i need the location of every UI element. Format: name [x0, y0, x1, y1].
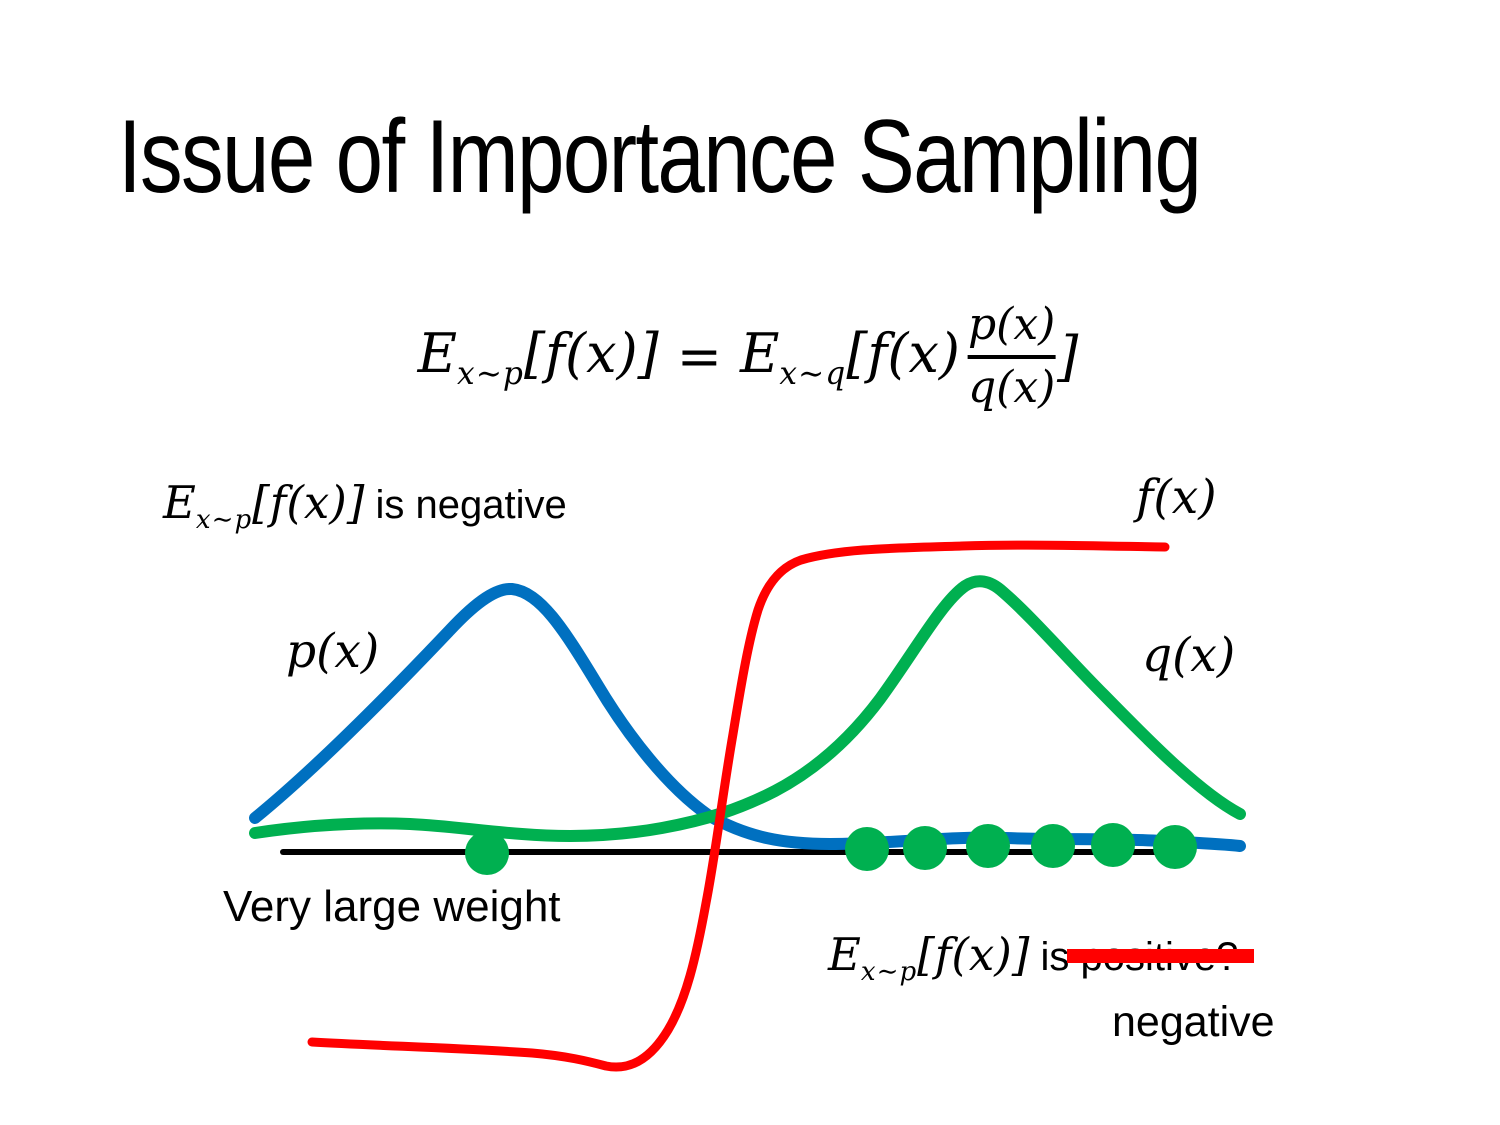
p-distribution-curve — [249, 582, 1246, 852]
sample-dot — [903, 826, 947, 870]
sample-dot — [845, 827, 889, 871]
p-curve-label: p(x) — [286, 624, 380, 679]
expectation-positive-note: Ex∼p[f(x)] is positive? — [828, 928, 1255, 987]
expectation-math: Ex∼p[f(x)] — [828, 928, 1030, 987]
sample-dot — [465, 831, 509, 875]
importance-weight-fraction: p(x) q(x) — [967, 299, 1056, 413]
red-strikethrough — [1066, 948, 1255, 963]
negative-text: is negative — [364, 483, 567, 527]
struck-word: positive? — [1066, 935, 1255, 980]
expectation-negative-note: Ex∼p[f(x)] is negative — [163, 476, 567, 535]
formula-lhs: Ex∼p[f(x)] — [417, 321, 659, 392]
closing-bracket: ] — [1057, 325, 1079, 389]
f-curve-label: f(x) — [1136, 470, 1217, 525]
q-distribution-curve — [249, 575, 1246, 842]
sample-dot — [1031, 824, 1075, 868]
q-curve-label: q(x) — [1142, 628, 1236, 683]
expectation-math: Ex∼p[f(x)] — [163, 476, 365, 535]
fraction-denominator: q(x) — [967, 361, 1056, 413]
formula-rhs: Ex∼q[f(x) — [739, 321, 960, 392]
importance-sampling-formula: Ex∼p[f(x)] = Ex∼q[f(x) p(x) q(x) ] — [417, 299, 1079, 413]
f-function-curve — [307, 540, 1170, 1072]
fraction-numerator: p(x) — [967, 299, 1056, 350]
sample-dot — [1091, 823, 1135, 867]
negative-correction: negative — [1112, 998, 1275, 1046]
fraction-bar — [967, 354, 1056, 359]
equals-sign: = — [676, 325, 722, 389]
is-text: is — [1029, 935, 1081, 979]
sample-dot — [966, 824, 1010, 868]
sample-dot — [1153, 825, 1197, 869]
slide-title: Issue of Importance Sampling — [118, 99, 1202, 215]
very-large-weight-note: Very large weight — [223, 882, 561, 931]
